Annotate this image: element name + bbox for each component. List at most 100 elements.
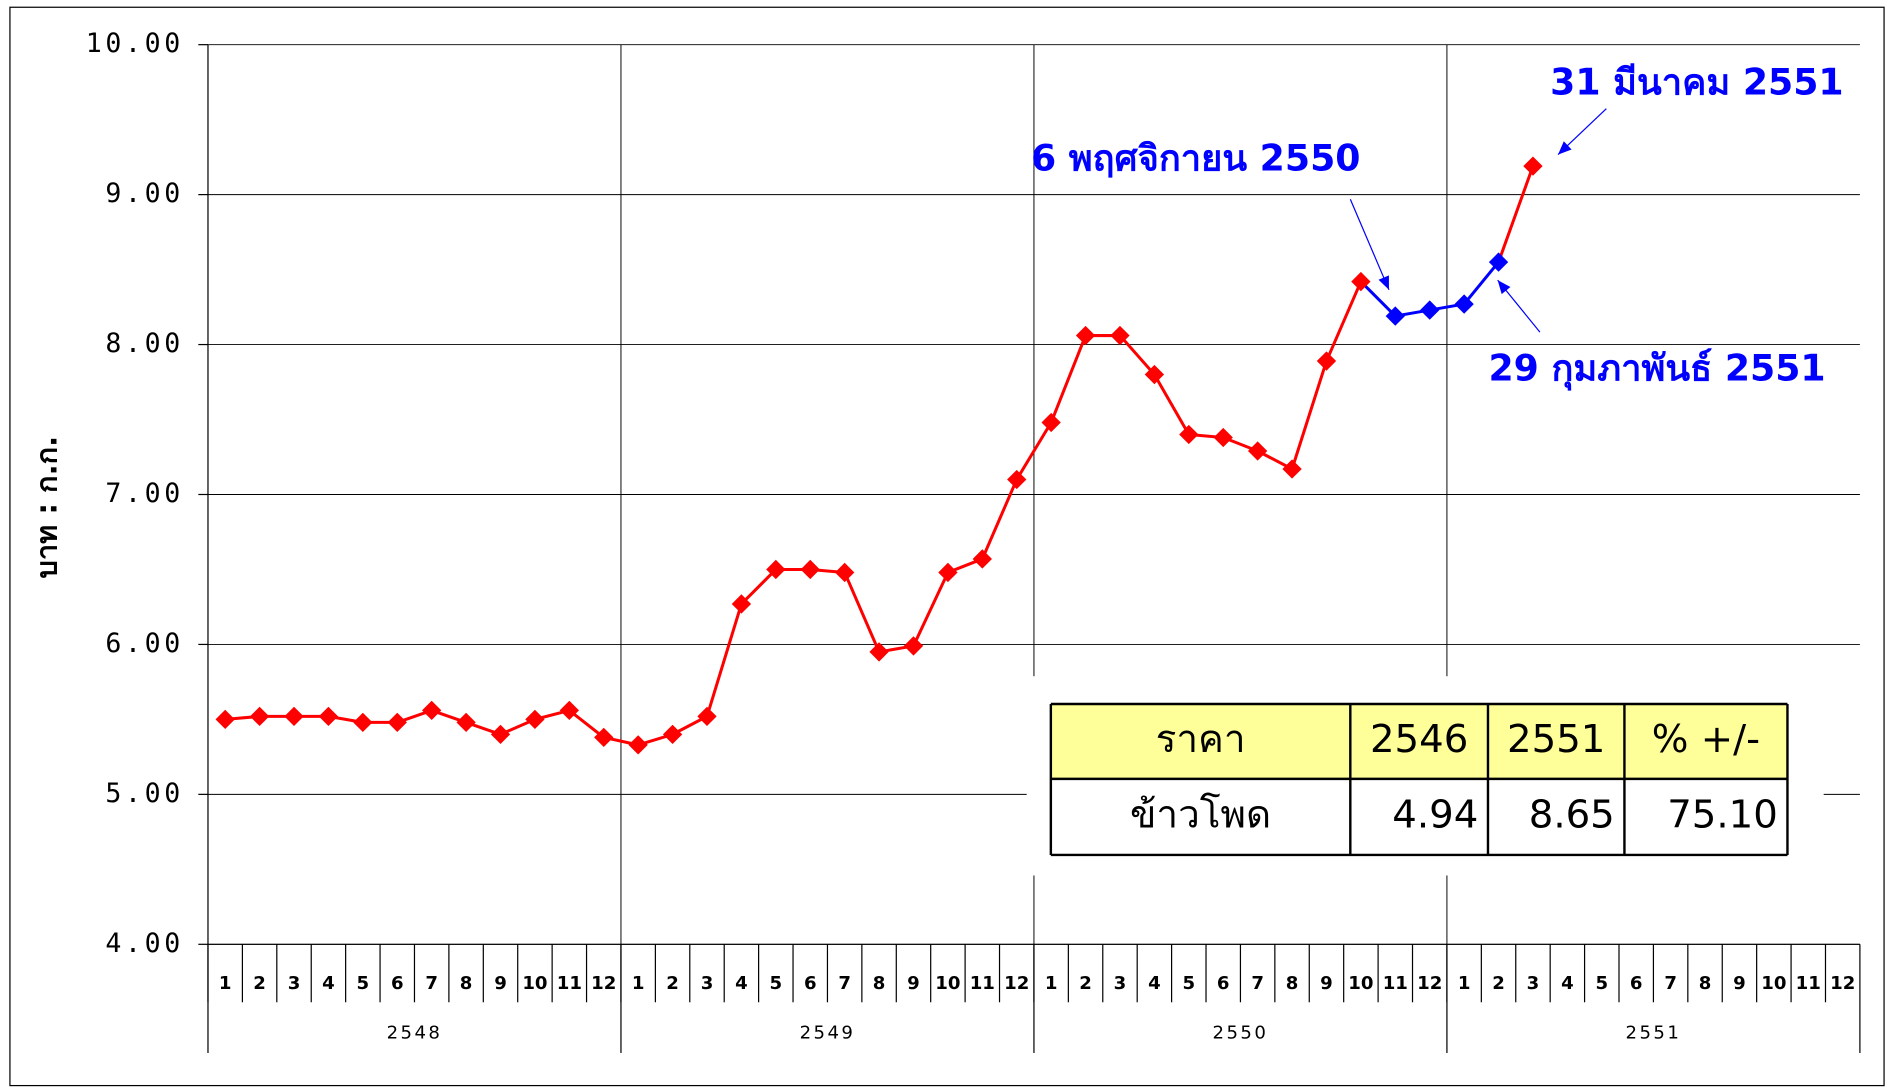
x-tick-label: 2 (1492, 973, 1505, 994)
x-tick-label: 11 (557, 973, 582, 994)
x-tick-label: 3 (288, 973, 301, 994)
y-tick-label: 8.00 (105, 328, 183, 359)
point (697, 706, 717, 727)
x-tick-label: 9 (494, 973, 507, 994)
x-tick-label: 8 (1699, 973, 1712, 994)
x-tick-label: 4 (1561, 973, 1574, 994)
table-cell: % +/- (1652, 717, 1760, 762)
annotation: 6 พฤศจิกายน 2550 (1031, 137, 1361, 180)
line-segment (1290, 360, 1328, 470)
x-tick-label: 9 (1733, 973, 1746, 994)
table-cell: 2546 (1370, 717, 1468, 762)
point (1041, 412, 1061, 433)
point (662, 724, 683, 745)
point (1247, 441, 1268, 461)
point (490, 724, 511, 745)
x-tick-label: 5 (770, 973, 783, 994)
x-tick-label: 6 (1630, 973, 1643, 994)
table-cell: ข้าวโพด (1130, 792, 1271, 837)
x-tick-label: 5 (1595, 973, 1608, 994)
table-cell: ราคา (1156, 717, 1246, 762)
x-tick-label: 11 (970, 973, 995, 994)
x-tick-label: 5 (357, 973, 370, 994)
annotation: 29 กุมภาพันธ์ 2551 (1488, 347, 1825, 392)
point (628, 735, 648, 755)
y-tick-label: 9.00 (105, 178, 183, 209)
x-tick-label: 6 (804, 973, 817, 994)
x-tick-label: 4 (1148, 973, 1161, 994)
point (249, 706, 270, 727)
y-tick-label: 4.00 (105, 928, 183, 959)
table-header-bg (1050, 704, 1788, 779)
point (284, 706, 304, 727)
line-segment (980, 478, 1019, 560)
line-segment (568, 709, 605, 739)
point (1007, 469, 1027, 490)
point (1110, 325, 1130, 346)
x-tick-label: 3 (701, 973, 714, 994)
point (1351, 271, 1371, 292)
x-tick-label: 12 (591, 973, 616, 994)
arrow-head (1558, 141, 1572, 155)
x-tick-label: 7 (425, 973, 438, 994)
point (422, 700, 442, 721)
year-label: 2549 (800, 1023, 856, 1044)
point (559, 700, 579, 721)
point (835, 562, 855, 583)
x-tick-label: 1 (632, 973, 645, 994)
x-tick-label: 8 (460, 973, 473, 994)
point (456, 712, 476, 733)
point (215, 709, 235, 730)
frame (9, 6, 1885, 1087)
x-tick-label: 11 (1796, 973, 1821, 994)
point (1179, 424, 1199, 445)
y-tick-label: 7.00 (105, 478, 183, 509)
point (1213, 427, 1233, 448)
line-segment (1359, 280, 1397, 318)
point (353, 712, 373, 733)
annotation: 31 มีนาคม 2551 (1550, 61, 1844, 104)
x-tick-label: 12 (1830, 973, 1855, 994)
x-tick-label: 3 (1527, 973, 1540, 994)
x-tick-label: 9 (1320, 973, 1333, 994)
point (1420, 300, 1440, 320)
x-tick-label: 1 (1458, 973, 1471, 994)
arrow-head (1497, 280, 1511, 295)
x-tick-label: 7 (838, 973, 851, 994)
line-segment (1015, 421, 1053, 481)
x-tick-label: 7 (1664, 973, 1677, 994)
line-segment (1462, 261, 1500, 306)
x-tick-label: 7 (1251, 973, 1264, 994)
x-tick-label: 12 (1417, 973, 1442, 994)
point (387, 712, 407, 733)
line-segment (705, 603, 743, 717)
point (731, 594, 752, 614)
table-cell: 75.10 (1667, 792, 1778, 837)
table-cell: 4.94 (1392, 792, 1478, 837)
x-tick-label: 10 (935, 973, 960, 994)
x-tick-label: 4 (322, 973, 335, 994)
point (318, 706, 339, 727)
line-segment (1049, 335, 1087, 424)
x-tick-label: 1 (219, 973, 232, 994)
point (766, 559, 786, 580)
point (525, 709, 545, 730)
x-tick-label: 8 (873, 973, 886, 994)
x-tick-label: 10 (522, 973, 547, 994)
x-tick-label: 4 (735, 973, 748, 994)
x-tick-label: 12 (1004, 973, 1029, 994)
point (1385, 306, 1405, 326)
table-cell: 2551 (1507, 717, 1605, 762)
point (1144, 364, 1165, 385)
line-segment (912, 571, 950, 647)
year-label: 2550 (1213, 1023, 1269, 1044)
line-segment (1153, 373, 1191, 436)
y-tick-label: 6.00 (105, 628, 183, 659)
x-tick-label: 10 (1348, 973, 1373, 994)
point (938, 562, 958, 583)
line-segment (1325, 280, 1363, 362)
x-tick-label: 3 (1114, 973, 1127, 994)
annotation-arrow (1349, 199, 1390, 291)
point (594, 727, 614, 748)
